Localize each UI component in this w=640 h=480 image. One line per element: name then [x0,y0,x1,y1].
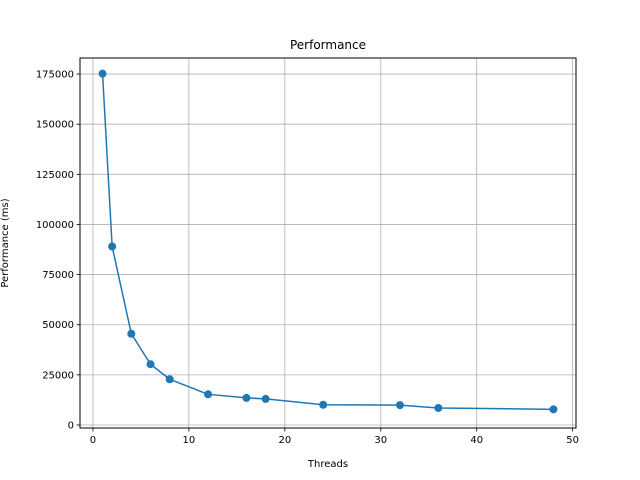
y-axis-ticks: 0 25000 50000 75000 100000 125000 150000 175000 [36,70,80,431]
data-point [98,69,107,78]
data-point [434,403,443,412]
data-point [242,393,251,402]
data-point [165,375,174,384]
y-tick-label: 125000 [36,170,74,181]
y-tick-label: 75000 [42,270,74,281]
data-point [146,360,155,369]
y-tick-label: 50000 [42,320,74,331]
data-point [261,394,270,403]
chart-title: Performance [290,38,366,52]
data-point [319,400,328,409]
y-tick-label: 25000 [42,370,74,381]
data-point [549,405,558,414]
x-tick-label: 0 [90,435,96,446]
x-axis-ticks: 0 10 20 30 40 50 [90,428,579,446]
data-point [127,329,136,338]
x-tick-label: 30 [374,435,387,446]
x-tick-label: 20 [278,435,291,446]
x-tick-label: 50 [566,435,579,446]
x-tick-label: 10 [183,435,196,446]
data-point [204,390,213,399]
plot-frame [79,57,577,429]
y-tick-label: 150000 [36,120,74,131]
y-tick-label: 100000 [36,220,74,231]
y-tick-label: 175000 [36,70,74,81]
y-tick-label: 0 [68,420,74,431]
x-tick-label: 40 [470,435,483,446]
x-axis-label: Threads [307,459,348,470]
series-layer [98,69,558,414]
grid [80,58,576,428]
y-axis-label: Performance (ms) [0,198,11,287]
data-point [395,401,404,410]
data-point [108,242,117,251]
series-line [101,73,554,411]
